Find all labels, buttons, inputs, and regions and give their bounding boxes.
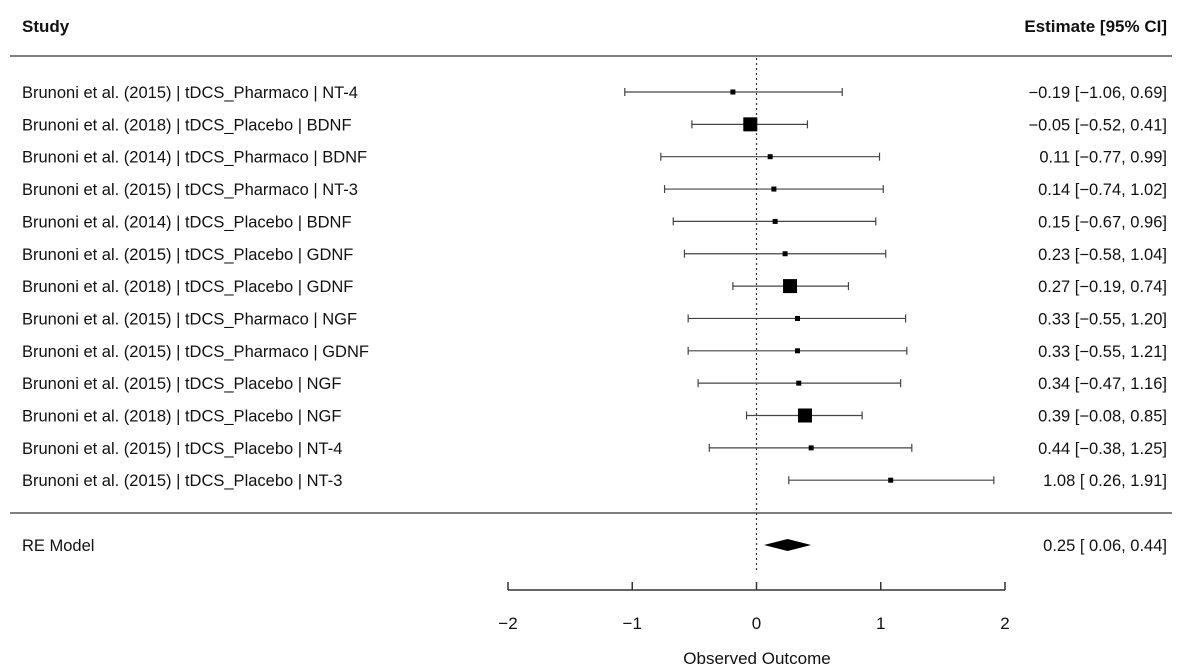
study-rows: Brunoni et al. (2015) | tDCS_Pharmaco | … xyxy=(22,84,1167,490)
estimate-text: 0.14 [−0.74, 1.02] xyxy=(1038,181,1167,199)
estimate-text: 0.33 [−0.55, 1.20] xyxy=(1038,310,1167,328)
study-label: Brunoni et al. (2015) | tDCS_Placebo | G… xyxy=(22,246,353,264)
study-row: Brunoni et al. (2018) | tDCS_Placebo | G… xyxy=(22,278,1167,296)
study-row: Brunoni et al. (2015) | tDCS_Pharmaco | … xyxy=(22,343,1167,361)
estimate-text: 0.33 [−0.55, 1.21] xyxy=(1038,343,1167,361)
study-label: Brunoni et al. (2015) | tDCS_Pharmaco | … xyxy=(22,84,358,102)
study-row: Brunoni et al. (2015) | tDCS_Pharmaco | … xyxy=(22,310,1167,328)
x-axis: −2 −1 0 1 2 xyxy=(498,582,1010,633)
study-label: Brunoni et al. (2014) | tDCS_Placebo | B… xyxy=(22,213,352,231)
study-label: Brunoni et al. (2015) | tDCS_Pharmaco | … xyxy=(22,181,358,199)
point-estimate xyxy=(795,315,801,321)
study-label: Brunoni et al. (2015) | tDCS_Pharmaco | … xyxy=(22,310,357,328)
estimate-column-header: Estimate [95% CI] xyxy=(1024,17,1167,36)
summary-estimate-text: 0.25 [ 0.06, 0.44] xyxy=(1043,537,1167,555)
estimate-text: −0.05 [−0.52, 0.41] xyxy=(1028,116,1167,134)
point-estimate xyxy=(796,380,802,386)
point-estimate xyxy=(783,279,798,294)
point-estimate xyxy=(767,154,773,160)
study-row: Brunoni et al. (2015) | tDCS_Pharmaco | … xyxy=(22,181,1167,199)
summary-row: RE Model 0.25 [ 0.06, 0.44] xyxy=(22,537,1167,555)
point-estimate xyxy=(771,186,777,192)
estimate-text: 0.27 [−0.19, 0.74] xyxy=(1038,278,1167,296)
study-label: Brunoni et al. (2018) | tDCS_Placebo | G… xyxy=(22,278,353,296)
estimate-text: 0.23 [−0.58, 1.04] xyxy=(1038,246,1167,264)
x-tick-label: 0 xyxy=(752,614,761,633)
study-row: Brunoni et al. (2015) | tDCS_Placebo | G… xyxy=(22,246,1167,264)
study-label: Brunoni et al. (2018) | tDCS_Placebo | B… xyxy=(22,116,352,134)
study-row: Brunoni et al. (2015) | tDCS_Pharmaco | … xyxy=(22,84,1167,102)
x-tick-label: −1 xyxy=(623,614,642,633)
study-row: Brunoni et al. (2018) | tDCS_Placebo | B… xyxy=(22,116,1167,134)
study-row: Brunoni et al. (2014) | tDCS_Placebo | B… xyxy=(22,213,1167,231)
study-row: Brunoni et al. (2015) | tDCS_Placebo | N… xyxy=(22,375,1167,393)
summary-diamond xyxy=(763,539,812,551)
point-estimate xyxy=(730,89,736,95)
study-row: Brunoni et al. (2018) | tDCS_Placebo | N… xyxy=(22,408,1167,426)
point-estimate xyxy=(782,251,788,257)
estimate-text: −0.19 [−1.06, 0.69] xyxy=(1028,84,1167,102)
estimate-text: 0.11 [−0.77, 0.99] xyxy=(1039,149,1167,167)
study-label: Brunoni et al. (2015) | tDCS_Pharmaco | … xyxy=(22,343,369,361)
point-estimate xyxy=(888,477,894,483)
summary-label: RE Model xyxy=(22,537,94,555)
point-estimate xyxy=(808,445,814,451)
point-estimate xyxy=(797,408,812,423)
x-axis-title: Observed Outcome xyxy=(683,649,830,668)
x-tick-label: −2 xyxy=(498,614,517,633)
study-row: Brunoni et al. (2014) | tDCS_Pharmaco | … xyxy=(22,149,1167,167)
estimate-text: 0.15 [−0.67, 0.96] xyxy=(1038,213,1167,231)
point-estimate xyxy=(795,348,801,354)
study-label: Brunoni et al. (2015) | tDCS_Placebo | N… xyxy=(22,440,342,458)
estimate-text: 0.39 [−0.08, 0.85] xyxy=(1038,408,1167,426)
study-label: Brunoni et al. (2014) | tDCS_Pharmaco | … xyxy=(22,149,367,167)
estimate-text: 1.08 [ 0.26, 1.91] xyxy=(1043,472,1167,490)
x-tick-label: 1 xyxy=(876,614,885,633)
study-label: Brunoni et al. (2015) | tDCS_Placebo | N… xyxy=(22,472,342,490)
x-tick-label: 2 xyxy=(1000,614,1009,633)
study-label: Brunoni et al. (2018) | tDCS_Placebo | N… xyxy=(22,408,341,426)
study-row: Brunoni et al. (2015) | tDCS_Placebo | N… xyxy=(22,472,1167,490)
study-row: Brunoni et al. (2015) | tDCS_Placebo | N… xyxy=(22,440,1167,458)
estimate-text: 0.44 [−0.38, 1.25] xyxy=(1038,440,1167,458)
study-column-header: Study xyxy=(22,17,70,36)
study-label: Brunoni et al. (2015) | tDCS_Placebo | N… xyxy=(22,375,341,393)
point-estimate xyxy=(772,218,778,224)
point-estimate xyxy=(743,117,758,132)
estimate-text: 0.34 [−0.47, 1.16] xyxy=(1038,375,1167,393)
